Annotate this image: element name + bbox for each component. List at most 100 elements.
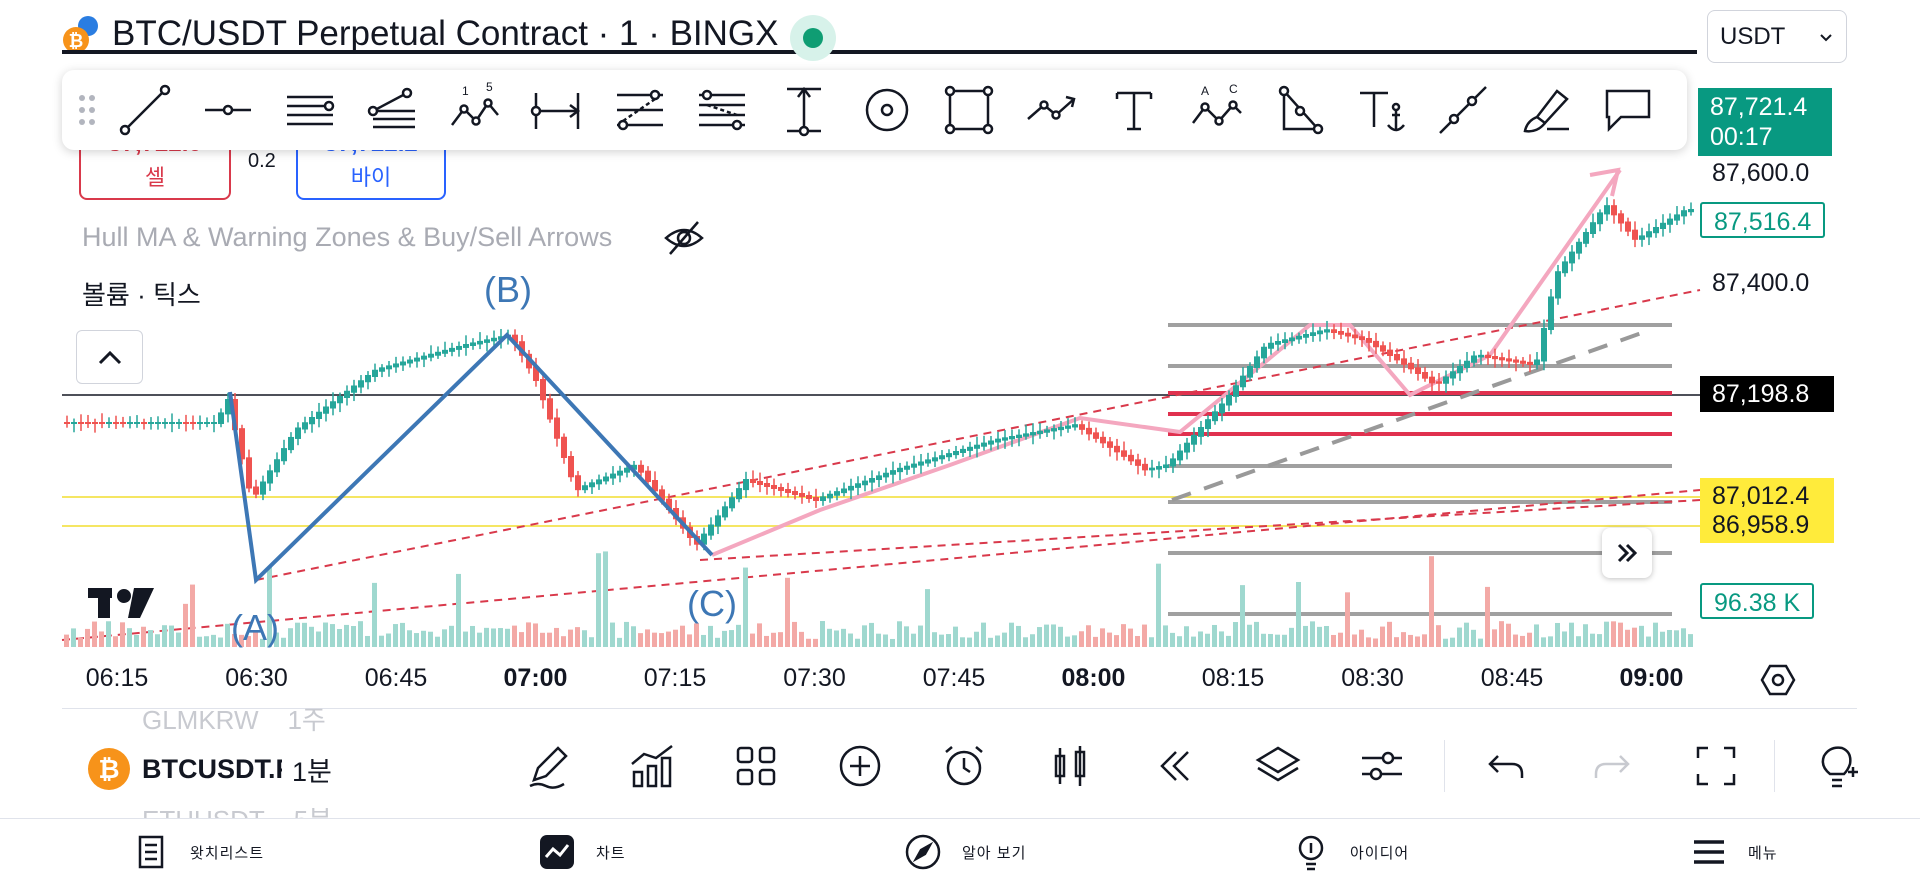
- bar-countdown: 00:17: [1710, 123, 1773, 151]
- collapse-button[interactable]: [76, 330, 143, 384]
- eye-off-icon[interactable]: [662, 218, 706, 258]
- symbol-selector[interactable]: ₿ BTCUSDT.P 1분: [88, 745, 332, 793]
- layers-icon[interactable]: [1250, 738, 1306, 794]
- nav-watchlist-label: 왓치리스트: [190, 844, 265, 862]
- price-tick-87600: 87,600.0: [1712, 159, 1810, 187]
- sell-label: 셀: [144, 165, 166, 190]
- ideas-icon: [1298, 835, 1324, 871]
- indicator-label[interactable]: Hull MA & Warning Zones & Buy/Sell Arrow…: [82, 222, 613, 252]
- scroll-to-realtime-button[interactable]: [1602, 528, 1652, 578]
- bingx-btc-icon: ₿: [63, 16, 98, 53]
- toolbar-separator: [1774, 740, 1775, 792]
- nav-chart[interactable]: 차트: [538, 833, 626, 871]
- wave-label-c: (C): [687, 583, 737, 624]
- toolbar-separator: [1444, 740, 1445, 792]
- last-price-label: 87,721.4 00:17: [1698, 88, 1832, 156]
- btc-icon: ₿: [88, 748, 130, 790]
- abc-wave-line: [228, 332, 714, 585]
- market-status-indicator[interactable]: [790, 15, 836, 61]
- volume-label[interactable]: 볼륨 · 틱스: [82, 280, 201, 310]
- layout-grid-icon[interactable]: [728, 738, 784, 794]
- undo-icon[interactable]: [1478, 738, 1534, 794]
- drawing-tools-pencil-icon[interactable]: [520, 738, 576, 794]
- trend-line-icon[interactable]: [104, 78, 186, 142]
- currency-select[interactable]: USDT: [1707, 10, 1847, 63]
- symbol-header[interactable]: ₿ BTC/USDT Perpetual Contract · 1 · BING…: [62, 10, 779, 58]
- fib-channel-icon[interactable]: [681, 78, 763, 142]
- svg-text:₿: ₿: [69, 31, 84, 51]
- volume-bars: [64, 551, 1693, 647]
- time-label: 06:15: [85, 664, 149, 692]
- chart-title: BTC/USDT Perpetual Contract · 1 · BINGX: [112, 14, 779, 53]
- chart-icon: [540, 835, 574, 869]
- drag-handle-icon[interactable]: [70, 92, 104, 128]
- svg-text:1: 1: [462, 84, 469, 98]
- fullscreen-icon[interactable]: [1688, 738, 1744, 794]
- chevron-up-icon: [98, 350, 121, 365]
- time-label: 06:45: [364, 664, 428, 692]
- svg-text:C: C: [1229, 82, 1238, 96]
- currency-value: USDT: [1720, 22, 1786, 50]
- svg-text:A: A: [1201, 84, 1209, 98]
- header-divider: [62, 50, 1697, 54]
- fib-retracement-icon[interactable]: [598, 78, 680, 142]
- brush-icon[interactable]: [1505, 78, 1587, 142]
- nav-watchlist[interactable]: 왓치리스트: [132, 833, 264, 871]
- menu-icon: [1694, 840, 1724, 864]
- volume-value-label: 96.38 K: [1700, 583, 1815, 619]
- replay-icon[interactable]: [1146, 738, 1202, 794]
- price-tick-87400: 87,400.0: [1712, 269, 1810, 297]
- circle-icon[interactable]: [846, 78, 928, 142]
- nav-chart-label: 차트: [596, 844, 626, 862]
- time-label: 08:15: [1201, 664, 1265, 692]
- warning-zone-lines: [1168, 391, 1672, 436]
- settings-sliders-icon[interactable]: [1354, 738, 1410, 794]
- redo-icon[interactable]: [1584, 738, 1640, 794]
- nav-menu[interactable]: 메뉴: [1690, 833, 1778, 871]
- time-label: 08:00: [1061, 664, 1126, 692]
- time-label: 06:30: [225, 664, 288, 692]
- alert-clock-icon[interactable]: [936, 738, 992, 794]
- buy-label: 바이: [350, 165, 392, 190]
- triangle-icon[interactable]: [1257, 78, 1339, 142]
- nav-explore[interactable]: 알아 보기: [904, 833, 1026, 871]
- wave-label-b: (B): [484, 269, 532, 310]
- explore-icon: [905, 834, 941, 870]
- trend-lines: [61, 289, 1701, 641]
- yellow-line-price-lower: 86,958.9: [1700, 507, 1834, 543]
- wave-label-a: (A): [231, 607, 279, 648]
- price-range-icon[interactable]: [763, 78, 845, 142]
- chart-settings-icon[interactable]: [1760, 662, 1796, 698]
- date-range-icon[interactable]: [516, 78, 598, 142]
- rectangle-icon[interactable]: [928, 78, 1010, 142]
- indicators-icon[interactable]: [624, 738, 680, 794]
- ideas-bulb-add-icon[interactable]: [1810, 738, 1866, 794]
- time-label: 07:30: [783, 664, 846, 692]
- add-icon[interactable]: [832, 738, 888, 794]
- time-label: 07:15: [643, 664, 707, 692]
- parallel-channel-icon[interactable]: [269, 78, 351, 142]
- text-icon[interactable]: [1093, 78, 1175, 142]
- tradingview-logo: [88, 588, 154, 618]
- time-label: 07:00: [503, 664, 568, 692]
- path-icon[interactable]: [1010, 78, 1092, 142]
- chevron-down-icon: [1820, 33, 1832, 41]
- ray-icon[interactable]: [1422, 78, 1504, 142]
- horizontal-ray-icon[interactable]: [186, 78, 268, 142]
- chart-type-candles-icon[interactable]: [1042, 738, 1098, 794]
- callout-icon[interactable]: [1587, 78, 1669, 142]
- time-label: 08:45: [1480, 664, 1544, 692]
- interval-selector[interactable]: 1분: [292, 756, 332, 787]
- pitchfork-icon[interactable]: [351, 78, 433, 142]
- anchored-text-icon[interactable]: [1340, 78, 1422, 142]
- nav-ideas[interactable]: 아이디어: [1292, 833, 1409, 871]
- svg-text:5: 5: [486, 81, 493, 94]
- nav-explore-label: 알아 보기: [962, 844, 1027, 862]
- spread-value: 0.2: [248, 150, 276, 172]
- symbol-list-ghost-above: GLMKRW 1주: [142, 705, 326, 735]
